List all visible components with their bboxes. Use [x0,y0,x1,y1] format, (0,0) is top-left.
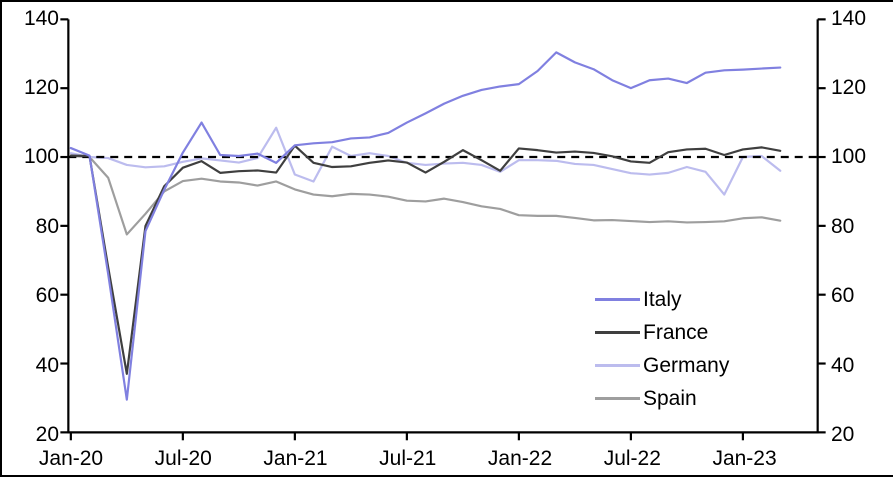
y-axis-tick-label-right: 20 [831,423,855,446]
legend-line-swatch [595,397,640,400]
legend-label: Italy [643,287,682,311]
legend-line-swatch [595,331,640,334]
series-line-france [69,144,782,375]
y-axis-tick-label-left: 100 [23,145,59,169]
legend-item-france: France [595,316,729,349]
y-axis-tick-label-right: 60 [831,284,855,308]
y-axis-tick-label-right: 120 [831,75,867,99]
y-axis-tick-label-right: 80 [831,214,855,238]
y-axis-tick-label-right: 100 [831,145,867,169]
y-axis-tick-label-left: 120 [23,75,59,99]
y-axis-tick-label-left: 140 [23,6,59,30]
x-axis-tick-label: Jan-20 [38,447,104,470]
y-axis-tick-label-left: 20 [35,423,59,446]
legend-line-swatch [595,298,640,301]
x-axis-tick-label: Jul-22 [603,447,661,470]
y-axis-tick-label-left: 80 [35,214,59,238]
x-axis-tick-label: Jul-21 [379,447,437,470]
y-axis-tick-label-right: 40 [831,353,855,377]
legend-item-italy: Italy [595,283,729,316]
legend-item-germany: Germany [595,349,729,382]
legend-label: France [643,320,709,344]
x-axis-tick-label: Jan-22 [487,447,553,470]
series-line-germany [69,126,782,196]
legend-item-spain: Spain [595,382,729,415]
series-line-italy [69,51,782,401]
legend-label: Spain [643,386,697,410]
y-axis-tick-label-left: 60 [35,284,59,308]
series-line-spain [69,154,782,236]
y-axis-tick-label-right: 140 [831,6,867,30]
legend-label: Germany [643,353,730,377]
y-axis-tick-label-left: 40 [35,353,59,377]
x-axis-tick-label: Jan-21 [263,447,328,470]
legend: Italy France Germany Spain [595,283,729,415]
x-axis-tick-label: Jul-20 [154,447,212,470]
legend-line-swatch [595,364,640,367]
x-axis-tick-label: Jan-23 [712,447,777,470]
